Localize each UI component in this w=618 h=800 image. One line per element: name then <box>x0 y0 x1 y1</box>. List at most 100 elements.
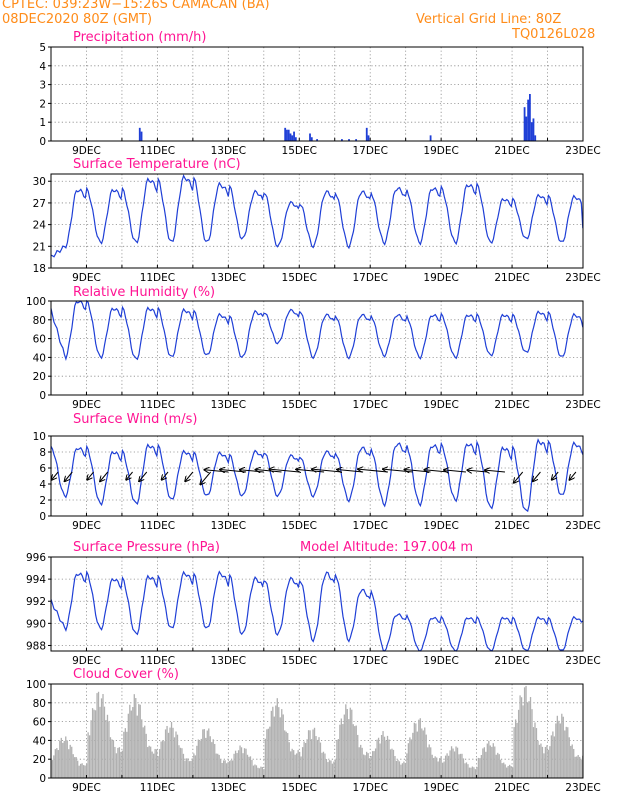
cloud-cover-bar <box>367 753 369 778</box>
cloud-cover-bar <box>388 739 390 778</box>
wind-arrow <box>65 471 73 481</box>
cloud-cover-bar <box>458 754 460 778</box>
cloud-cover-bar <box>221 762 223 778</box>
cloud-cover-bar <box>293 750 295 778</box>
cloud-cover-bar <box>574 756 576 778</box>
x-tick-label: 21DEC <box>494 520 529 532</box>
cloud-cover-bar <box>465 762 468 778</box>
cloud-cover-bar <box>126 731 128 778</box>
cloud-cover-bar <box>494 746 496 778</box>
cloud-cover-bar <box>312 729 314 778</box>
y-tick-label: 4 <box>39 61 46 73</box>
y-tick-label: 2 <box>39 495 46 507</box>
cloud-cover-bar <box>358 747 360 778</box>
cloud-cover-bar <box>428 744 430 778</box>
cloud-cover-bar <box>559 723 561 778</box>
cloud-cover-bar <box>93 709 95 778</box>
cloud-cover-bar <box>441 762 444 778</box>
cloud-cover-bar <box>301 747 304 778</box>
cloud-cover-bar <box>370 755 372 778</box>
cloud-cover-bar <box>371 751 374 778</box>
cloud-cover-bar <box>133 694 135 778</box>
cloud-cover-bar <box>427 747 429 778</box>
cloud-cover-bar <box>342 724 344 778</box>
precip-bar <box>138 127 141 141</box>
cloud-cover-bar <box>109 737 112 778</box>
cloud-cover-bar <box>517 709 520 778</box>
cloud-cover-bar <box>163 741 165 778</box>
cloud-cover-bar <box>544 746 547 778</box>
cloud-cover-bar <box>565 726 567 778</box>
cloud-cover-bar <box>444 755 447 778</box>
cloud-cover-bar <box>391 748 393 778</box>
x-tick-label: 11DEC <box>140 655 175 667</box>
y-tick-label: 18 <box>33 263 46 275</box>
cloud-cover-bar <box>181 748 183 778</box>
cloud-cover-bar <box>220 759 222 778</box>
y-tick-label: 30 <box>33 176 46 188</box>
x-tick-label: 23DEC <box>565 399 600 411</box>
cloud-cover-bar <box>470 767 472 778</box>
cloud-cover-bar <box>501 763 503 778</box>
cloud-cover-bar <box>363 754 365 778</box>
cloud-cover-bar <box>288 742 290 778</box>
cloud-cover-bar <box>214 743 216 778</box>
cloud-cover-bar <box>136 715 138 778</box>
cloud-cover-bar <box>54 749 56 778</box>
cloud-cover-bar <box>135 698 137 778</box>
cloud-cover-bar <box>240 747 243 778</box>
cloud-cover-bar <box>497 752 499 778</box>
cloud-cover-bar <box>318 737 320 778</box>
cloud-cover-bar <box>534 722 536 778</box>
cloud-cover-bar <box>555 723 557 778</box>
wind-arrow <box>139 471 148 481</box>
cloud-cover-bar <box>304 743 307 778</box>
cloud-cover-bar <box>190 761 192 778</box>
y-tick-label: 24 <box>33 220 47 232</box>
header-model-id: TQ0126L028 <box>512 27 596 42</box>
x-tick-label: 17DEC <box>352 145 387 157</box>
cloud-cover-bar <box>373 751 375 778</box>
cloud-cover-bar <box>196 745 198 778</box>
cloud-cover-bar <box>255 765 258 778</box>
x-tick-label: 11DEC <box>140 145 175 157</box>
cloud-cover-bar <box>170 721 173 778</box>
cloud-cover-bar <box>546 745 548 778</box>
y-tick-label: 80 <box>33 315 46 327</box>
cloud-cover-bar <box>74 757 76 778</box>
cloud-cover-bar <box>319 742 322 778</box>
cloud-cover-bar <box>531 709 533 778</box>
precip-bar <box>534 135 537 141</box>
cloud-cover-bar <box>99 706 101 778</box>
cloud-cover-bar <box>69 744 71 778</box>
cloud-cover-bar <box>433 757 435 778</box>
x-tick-label: 17DEC <box>352 520 387 532</box>
cloud-cover-bar <box>96 693 98 778</box>
y-tick-label: 0 <box>39 136 46 148</box>
x-tick-label: 19DEC <box>423 655 458 667</box>
cloud-cover-bar <box>507 765 509 778</box>
cloud-cover-bar <box>102 694 104 778</box>
cloud-cover-bar <box>380 735 383 778</box>
cloud-cover-bar <box>506 767 508 778</box>
x-tick-label: 13DEC <box>211 520 246 532</box>
cloud-cover-bar <box>237 750 240 778</box>
cloud-cover-bar <box>85 763 88 778</box>
cloud-cover-bar <box>368 758 371 778</box>
cloud-cover-bar <box>558 720 560 778</box>
cloud-cover-bar <box>382 731 384 778</box>
cloud-cover-bar <box>243 748 246 778</box>
y-tick-label: 40 <box>33 735 46 747</box>
panel-frame <box>50 683 584 779</box>
wind-arrow <box>87 471 94 480</box>
cloud-cover-bar <box>553 736 556 778</box>
cloud-cover-bar <box>246 754 249 778</box>
cloud-cover-bar <box>440 756 442 778</box>
x-tick-label: 21DEC <box>494 145 529 157</box>
cloud-cover-bar <box>376 739 378 778</box>
cloud-cover-bar <box>139 704 141 778</box>
cloud-cover-bar <box>540 743 542 778</box>
cloud-cover-bar <box>91 708 94 778</box>
cloud-cover-bar <box>297 750 299 778</box>
x-tick-label: 23DEC <box>565 520 600 532</box>
